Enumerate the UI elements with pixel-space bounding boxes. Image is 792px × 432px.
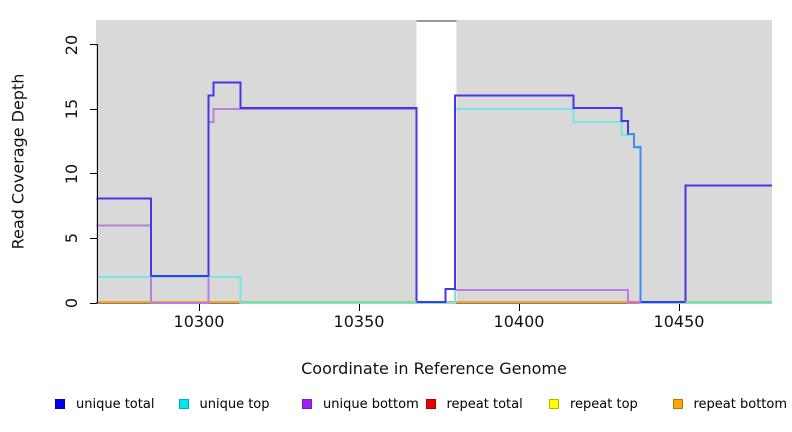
y-tick-5 <box>90 237 97 239</box>
x-tick-label-10450: 10450 <box>653 312 705 331</box>
x-tick-10350 <box>358 304 360 311</box>
legend-item-unique-bottom: unique bottom <box>302 396 419 412</box>
legend-item-unique-top: unique top <box>178 396 270 412</box>
legend-item-repeat-top: repeat top <box>549 396 638 412</box>
legend-swatch-repeat-bottom <box>672 399 683 409</box>
y-axis-title: Read Coverage Depth <box>8 73 28 250</box>
legend-label-repeat-total: repeat total <box>446 396 523 412</box>
legend-swatch-repeat-top <box>549 399 559 409</box>
x-tick-label-10350: 10350 <box>333 312 385 331</box>
plot-area <box>96 20 772 304</box>
y-tick-label-5: 5 <box>62 233 81 244</box>
y-axis-line <box>97 44 98 303</box>
y-tick-0 <box>90 302 97 304</box>
legend-label-unique-top: unique top <box>199 396 270 412</box>
y-tick-label-20: 20 <box>62 34 81 55</box>
y-tick-label-15: 15 <box>62 99 81 120</box>
legend-label-repeat-bottom: repeat bottom <box>693 396 788 412</box>
legend-label-unique-total: unique total <box>76 396 155 412</box>
legend-item-repeat-bottom: repeat bottom <box>672 396 788 412</box>
x-tick-10450 <box>678 304 680 311</box>
y-tick-label-0: 0 <box>62 297 81 309</box>
legend-label-unique-bottom: unique bottom <box>323 396 419 412</box>
legend-swatch-unique-top <box>178 399 189 409</box>
x-axis-title: Coordinate in Reference Genome <box>301 359 567 378</box>
legend-item-unique-total: unique total <box>55 396 155 412</box>
x-tick-label-10400: 10400 <box>493 312 545 331</box>
masked-region-cap <box>416 20 457 22</box>
y-tick-15 <box>90 108 97 110</box>
x-tick-label-10300: 10300 <box>173 312 225 331</box>
x-tick-10300 <box>198 304 200 311</box>
series-total-top-overlap <box>627 133 642 302</box>
y-tick-20 <box>90 44 97 46</box>
x-tick-10400 <box>518 304 520 311</box>
y-tick-label-10: 10 <box>62 163 81 184</box>
legend-swatch-unique-total <box>55 399 65 409</box>
legend-label-repeat-top: repeat top <box>570 396 638 412</box>
legend-item-repeat-total: repeat total <box>425 396 523 412</box>
legend-swatch-unique-bottom <box>302 399 312 409</box>
masked-region <box>416 20 457 303</box>
legend-swatch-repeat-total <box>425 399 436 409</box>
y-tick-10 <box>90 173 97 175</box>
coverage-plot-svg <box>96 20 772 304</box>
